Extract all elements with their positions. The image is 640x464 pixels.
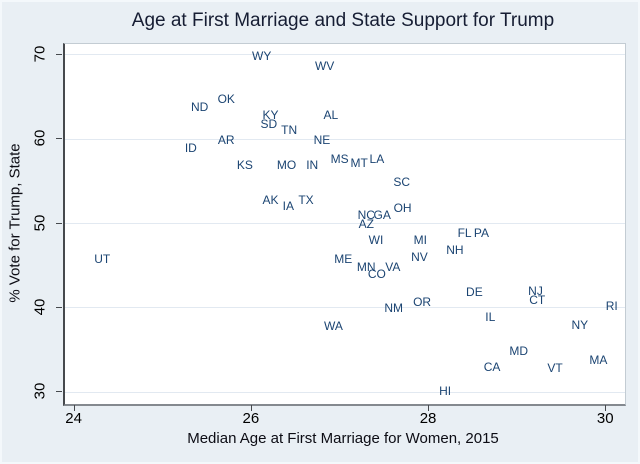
state-label-hi: HI	[439, 383, 452, 398]
state-label-ky: KY	[262, 107, 279, 122]
state-label-fl: FL	[457, 225, 472, 240]
y-tick-label-40: 40	[31, 298, 49, 316]
state-label-wa: WA	[324, 318, 343, 333]
y-tick-50	[56, 222, 62, 224]
gridline-y-30	[65, 391, 625, 393]
state-label-ms: MS	[330, 151, 349, 166]
gridline-y-40	[65, 307, 625, 309]
state-label-tn: TN	[281, 122, 298, 137]
state-label-ne: NE	[313, 133, 331, 148]
state-label-nv: NV	[411, 250, 428, 265]
state-label-sc: SC	[393, 175, 411, 190]
state-label-ct: CT	[529, 293, 546, 308]
y-tick-label-50: 50	[31, 214, 49, 231]
y-tick-30	[56, 391, 62, 393]
x-tick-30	[605, 405, 607, 411]
state-label-ok: OK	[217, 91, 235, 106]
state-label-ca: CA	[483, 359, 501, 374]
state-label-co: CO	[367, 267, 386, 282]
state-label-pa: PA	[473, 225, 490, 240]
state-label-wv: WV	[314, 58, 335, 73]
x-axis-title: Median Age at First Marriage for Women, …	[187, 430, 499, 447]
state-label-de: DE	[466, 284, 483, 299]
x-tick-label-30: 30	[596, 410, 614, 427]
y-tick-label-70: 70	[31, 45, 49, 63]
state-label-vt: VT	[547, 360, 563, 375]
state-label-ut: UT	[94, 251, 111, 266]
state-label-tx: TX	[298, 192, 314, 207]
state-label-me: ME	[334, 251, 353, 266]
state-label-id: ID	[184, 140, 197, 155]
y-tick-60	[56, 138, 62, 140]
state-label-sd: SD	[260, 117, 278, 132]
state-label-wi: WI	[368, 233, 384, 248]
state-label-nd: ND	[191, 100, 209, 115]
state-label-ny: NY	[571, 317, 589, 332]
x-tick-label-28: 28	[419, 410, 437, 427]
state-label-nc: NC	[357, 208, 375, 223]
chart-title: Age at First Marriage and State Support …	[131, 10, 555, 31]
y-tick-label-30: 30	[31, 382, 49, 400]
state-label-nm: NM	[384, 300, 404, 315]
plot-area: UT ID ND OK AR KS WY SD KY AK MO IA TN TX IN NE WV AL WA MS…	[63, 43, 626, 406]
state-label-mt: MT	[350, 155, 368, 170]
state-label-ia: IA	[282, 198, 294, 213]
y-tick-40	[56, 306, 62, 308]
state-label-mn: MN	[356, 260, 376, 275]
state-label-mi: MI	[413, 233, 427, 248]
state-label-va: VA	[385, 259, 401, 274]
y-tick-label-60: 60	[31, 129, 49, 147]
gridline-y-60	[65, 138, 625, 140]
state-label-nj: NJ	[528, 284, 543, 299]
x-tick-28	[428, 405, 430, 411]
state-label-in: IN	[306, 158, 319, 173]
x-tick-label-24: 24	[65, 410, 82, 427]
state-label-ma: MA	[589, 353, 608, 368]
x-tick-26	[250, 405, 252, 411]
state-label-az: AZ	[358, 216, 374, 231]
x-tick-label-26: 26	[242, 410, 260, 427]
state-label-ks: KS	[236, 158, 253, 173]
y-tick-70	[56, 53, 62, 55]
gridline-y-50	[65, 223, 625, 225]
state-label-ak: AK	[262, 192, 279, 207]
state-label-oh: OH	[393, 201, 412, 216]
state-label-ga: GA	[373, 208, 391, 223]
state-label-or: OR	[413, 294, 432, 309]
state-label-ri: RI	[605, 299, 618, 314]
gridline-y-70	[65, 54, 625, 56]
state-label-nh: NH	[446, 242, 464, 257]
state-label-mo: MO	[276, 157, 297, 172]
y-axis-title: % Vote for Trump, State	[6, 143, 24, 303]
state-label-wy: WY	[252, 48, 272, 63]
state-label-la: LA	[369, 151, 385, 166]
x-tick-24	[73, 405, 75, 411]
state-label-il: IL	[485, 310, 496, 325]
state-label-md: MD	[509, 343, 528, 358]
state-label-al: AL	[323, 107, 339, 122]
state-label-ar: AR	[217, 133, 235, 148]
